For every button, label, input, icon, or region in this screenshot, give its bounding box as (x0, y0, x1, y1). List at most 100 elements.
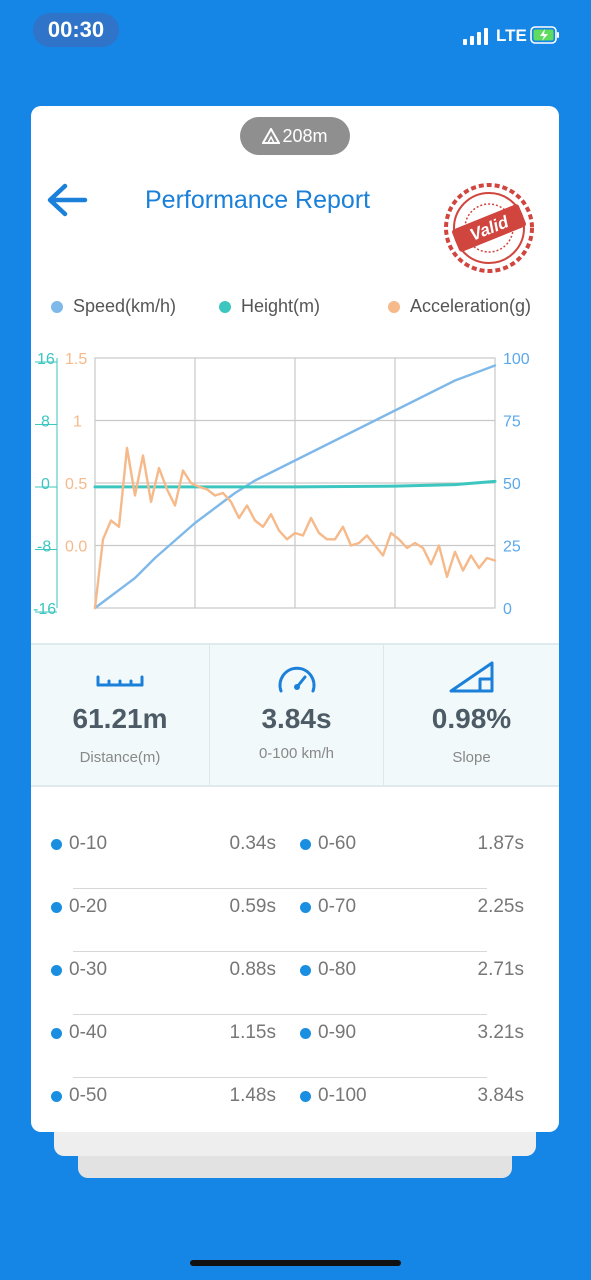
legend-height-dot (219, 300, 231, 313)
split-left: 0-10 (51, 824, 107, 864)
split-dot (51, 838, 62, 850)
split-dot (300, 1027, 311, 1039)
height-tick-label: 8 (41, 414, 50, 431)
split-dot (300, 1090, 311, 1102)
split-dot (300, 901, 311, 913)
chart-legend: Speed(km/h) Height(m) Acceleration(g) (31, 296, 559, 320)
split-dot (300, 838, 311, 850)
split-divider (73, 951, 487, 952)
split-right-label: 0-80 (318, 959, 357, 980)
speed-tick-label: 75 (503, 414, 521, 431)
accel-tick-label: 1 (73, 414, 82, 431)
stat-slope: 0.98% Slope (384, 645, 559, 785)
height-tick-label: 0 (41, 476, 50, 493)
legend-height-label: Height(m) (241, 296, 321, 316)
split-right-time: 1.87s (477, 833, 524, 854)
split-dot (51, 901, 62, 913)
acceleration-series-line (93, 446, 497, 610)
stats-panel: 61.21m Distance(m) 3.84s 0-100 km/h (31, 643, 559, 787)
split-right: 0-60 (300, 824, 356, 864)
altitude-value: 208m (282, 126, 328, 146)
split-divider (73, 1077, 487, 1078)
split-left-label: 0-10 (69, 833, 108, 854)
mountain-icon (261, 126, 282, 144)
split-row: 0-30 0.88s 0-80 2.71s (31, 950, 559, 1015)
split-left-time: 0.88s (229, 959, 276, 980)
slope-label: Slope (452, 749, 491, 766)
distance-label: Distance(m) (79, 749, 161, 766)
split-left: 0-30 (51, 950, 107, 990)
signal-icon (463, 27, 493, 45)
split-right-time: 2.25s (477, 896, 524, 917)
split-left: 0-20 (51, 887, 107, 927)
performance-chart: 16 8 0 -8 -16 1.5 1 0.5 0.0 100 75 50 25 0 (33, 351, 530, 616)
split-right-label: 0-100 (318, 1085, 367, 1106)
split-right-label: 0-60 (318, 833, 357, 854)
split-left-label: 0-20 (69, 896, 108, 917)
time-label: 0-100 km/h (258, 745, 335, 762)
speed-tick-label: 100 (503, 351, 530, 368)
accel-tick-label: 1.5 (65, 351, 87, 368)
accel-tick-label: 0.5 (65, 476, 87, 493)
speed-series-line (93, 364, 497, 610)
page-title: Performance Report (145, 186, 371, 214)
report-card: 208m Performance Report Valid Speed(km/h… (31, 106, 559, 1132)
split-left-label: 0-30 (69, 959, 108, 980)
ruler-icon (96, 675, 144, 687)
stat-divider (383, 645, 384, 785)
legend-speed-dot (51, 300, 63, 313)
speed-tick-label: 0 (503, 601, 512, 616)
accel-tick-label: 0.0 (65, 539, 87, 556)
status-time: 00:30 (33, 13, 119, 47)
split-row: 0-40 1.15s 0-90 3.21s (31, 1013, 559, 1078)
split-dot (51, 1090, 62, 1102)
split-left-time: 1.15s (229, 1022, 276, 1043)
stat-distance: 61.21m Distance(m) (31, 645, 209, 785)
split-left: 0-40 (51, 1013, 107, 1053)
speedometer-icon (278, 666, 316, 693)
split-left-time: 0.34s (229, 833, 276, 854)
valid-stamp-icon: Valid (444, 183, 534, 273)
split-left-label: 0-50 (69, 1085, 108, 1106)
network-type: LTE (496, 26, 527, 45)
distance-value: 61.21m (72, 703, 168, 734)
legend-acceleration: Acceleration(g) (388, 296, 531, 317)
legend-speed-label: Speed(km/h) (73, 296, 177, 316)
slope-value: 0.98% (431, 703, 512, 734)
split-right: 0-80 (300, 950, 356, 990)
time-value: 3.84s (261, 703, 332, 734)
height-tick-label: 16 (37, 351, 55, 368)
split-left-time: 1.48s (229, 1085, 276, 1106)
split-left: 0-50 (51, 1076, 107, 1116)
split-right: 0-70 (300, 887, 356, 927)
speed-tick-label: 25 (503, 539, 521, 556)
legend-acceleration-dot (388, 300, 400, 313)
split-right-label: 0-70 (318, 896, 357, 917)
split-dot (300, 964, 311, 976)
split-left-label: 0-40 (69, 1022, 108, 1043)
split-right-time: 3.84s (477, 1085, 524, 1106)
stat-time: 3.84s 0-100 km/h (210, 645, 383, 785)
slope-icon (449, 661, 494, 693)
height-tick-label: -16 (33, 601, 56, 616)
split-right: 0-90 (300, 1013, 356, 1053)
status-bar: 00:30 LTE (0, 0, 591, 60)
battery-icon (530, 26, 559, 44)
split-right-label: 0-90 (318, 1022, 357, 1043)
split-right-time: 3.21s (477, 1022, 524, 1043)
split-dot (51, 1027, 62, 1039)
split-row: 0-10 0.34s 0-60 1.87s (31, 824, 559, 889)
split-dot (51, 964, 62, 976)
split-right-time: 2.71s (477, 959, 524, 980)
split-right: 0-100 (300, 1076, 367, 1116)
stat-divider (209, 645, 210, 785)
legend-height: Height(m) (219, 296, 320, 317)
back-arrow-icon[interactable] (45, 182, 89, 218)
split-row: 0-50 1.48s 0-100 3.84s (31, 1076, 559, 1132)
split-divider (73, 1014, 487, 1015)
home-indicator (190, 1260, 401, 1266)
split-times-list: 0-10 0.34s 0-60 1.87s 0-20 0.59s 0-70 2.25s 0-30… (31, 806, 559, 1132)
speed-tick-label: 50 (503, 476, 521, 493)
legend-speed: Speed(km/h) (51, 296, 176, 317)
legend-acceleration-label: Acceleration(g) (410, 296, 532, 316)
